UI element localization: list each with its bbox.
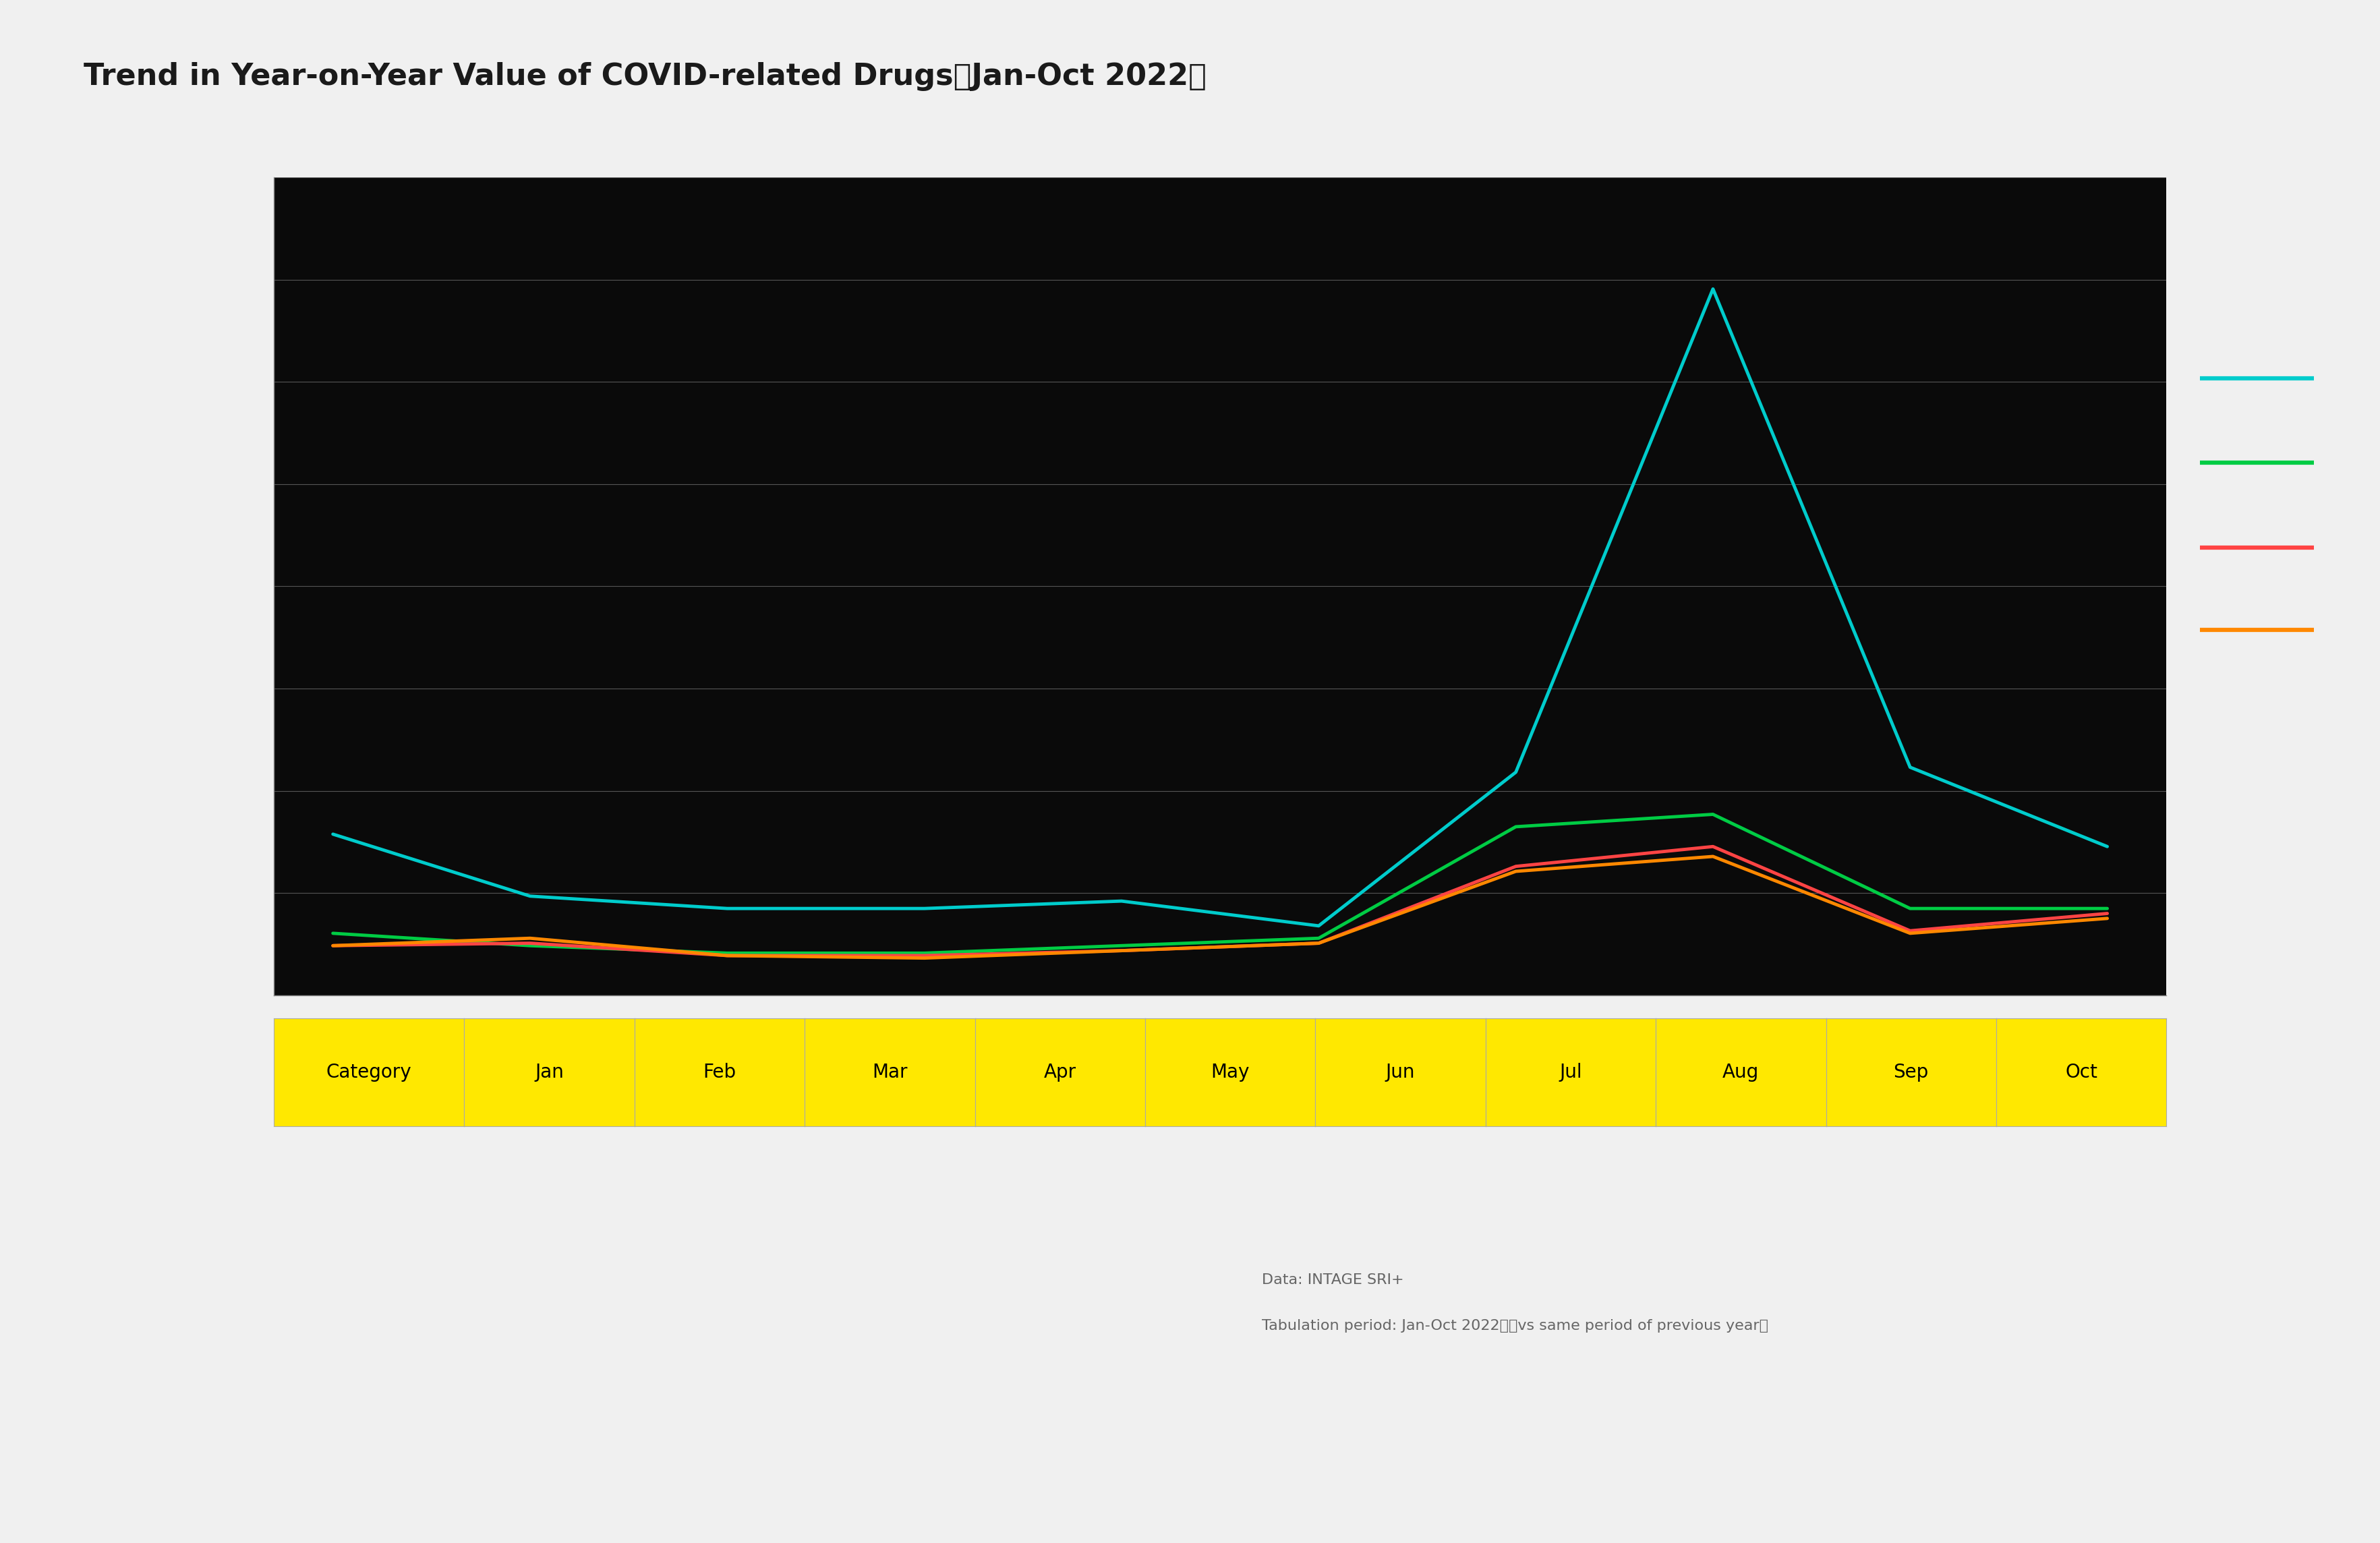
Text: Mar: Mar — [871, 1063, 907, 1082]
Text: Jul: Jul — [1559, 1063, 1583, 1082]
Text: Jan: Jan — [536, 1063, 564, 1082]
Text: Oct: Oct — [2063, 1063, 2097, 1082]
Text: Apr: Apr — [1042, 1063, 1076, 1082]
Text: Sep: Sep — [1892, 1063, 1928, 1082]
Text: Category: Category — [326, 1063, 412, 1082]
Text: Aug: Aug — [1723, 1063, 1759, 1082]
Text: May: May — [1211, 1063, 1250, 1082]
Text: Trend in Year-on-Year Value of COVID-related Drugs（Jan-Oct 2022）: Trend in Year-on-Year Value of COVID-rel… — [83, 62, 1207, 91]
Text: Data: INTAGE SRI+: Data: INTAGE SRI+ — [1261, 1273, 1404, 1287]
Text: Jun: Jun — [1385, 1063, 1414, 1082]
Text: Feb: Feb — [702, 1063, 735, 1082]
Text: Tabulation period: Jan-Oct 2022　（vs same period of previous year）: Tabulation period: Jan-Oct 2022 （vs same… — [1261, 1319, 1768, 1333]
